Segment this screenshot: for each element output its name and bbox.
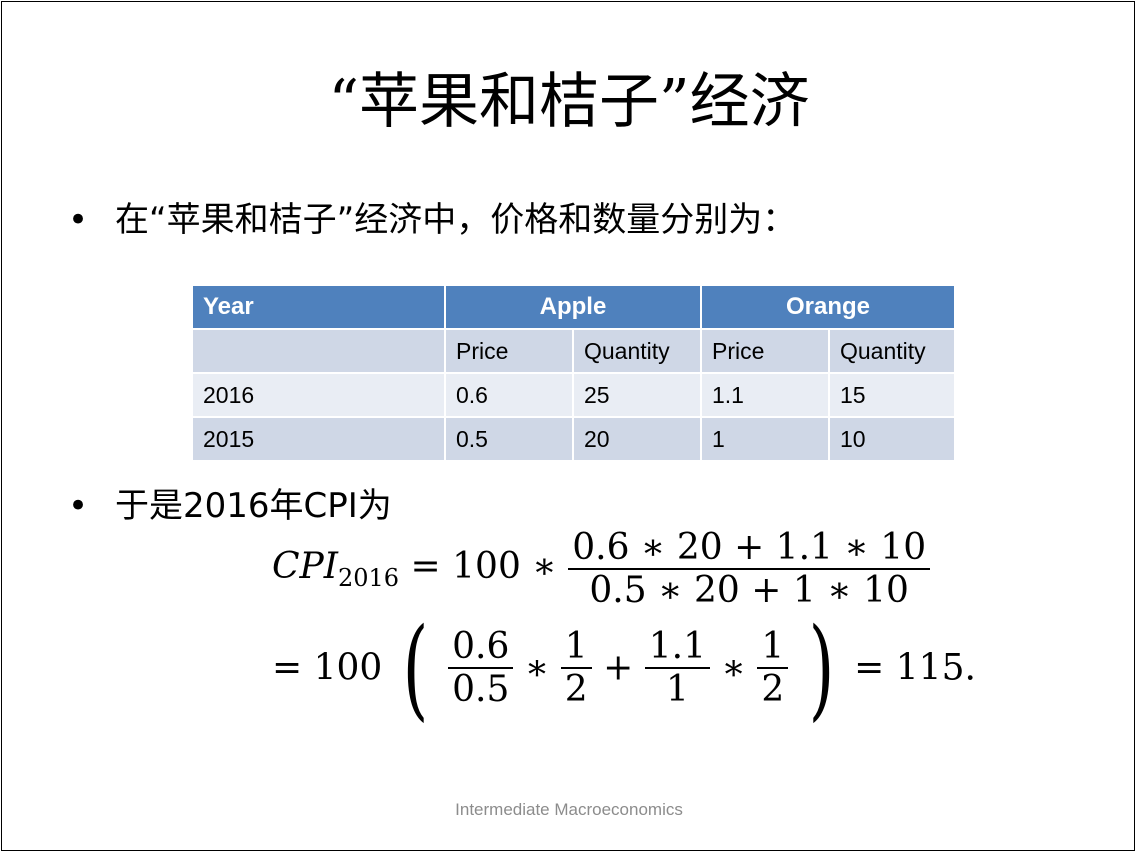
table-cell: Price	[444, 328, 574, 374]
bullet-marker: •	[68, 486, 89, 526]
table-cell: 20	[572, 416, 702, 462]
price-quantity-table: Year Apple Orange Price Quantity Price Q…	[191, 284, 956, 462]
fraction-denominator: 2	[761, 669, 785, 710]
formula-line-1: CPI2016 = 100 ∗ 0.6 ∗ 20 + 1.1 ∗ 10 0.5 …	[272, 527, 931, 611]
table-cell: 2015	[191, 416, 446, 462]
formula-right-paren: )	[808, 604, 835, 732]
table-cell: Quantity	[572, 328, 702, 374]
table-cell: 2016	[191, 372, 446, 418]
table-cell: 0.6	[444, 372, 574, 418]
formula-denominator: 0.5 ∗ 20 + 1 ∗ 10	[589, 570, 909, 611]
bullet-text-1: 在“苹果和桔子”经济中，价格和数量分别为：	[115, 200, 797, 240]
formula-fraction-3: 1.1 1	[644, 626, 711, 710]
formula-fraction-1: 0.6 0.5	[448, 626, 514, 710]
slide-title: “苹果和桔子”经济	[328, 67, 810, 137]
formula-fraction-main: 0.6 ∗ 20 + 1.1 ∗ 10 0.5 ∗ 20 + 1 ∗ 10	[568, 527, 931, 611]
formula-result: = 115.	[854, 647, 976, 689]
fraction-numerator: 1	[560, 626, 592, 669]
fraction-denominator: 0.5	[452, 669, 510, 710]
formula-star: ∗	[721, 647, 746, 689]
fraction-numerator: 0.6	[448, 626, 514, 669]
table-cell: 15	[828, 372, 956, 418]
fraction-numerator: 1	[757, 626, 789, 669]
table-cell: 1.1	[700, 372, 830, 418]
formula-lhs: CPI	[272, 545, 338, 587]
formula-eq2: = 100	[272, 647, 383, 689]
fraction-denominator: 1	[665, 669, 689, 710]
table-subheader-row: Price Quantity Price Quantity	[191, 328, 956, 374]
table-cell: 0.5	[444, 416, 574, 462]
fraction-denominator: 2	[564, 669, 588, 710]
formula-line-2: = 100 ( 0.6 0.5 ∗ 1 2 + 1.1 1 ∗ 1 2 ) = …	[272, 604, 976, 732]
fraction-numerator: 1.1	[644, 626, 711, 669]
table-header-row: Year Apple Orange	[191, 284, 956, 330]
table-cell	[191, 328, 446, 374]
bullet-text-2: 于是2016年CPI为	[115, 486, 392, 526]
header-apple: Apple	[444, 284, 702, 330]
formula-lhs-subscript: 2016	[338, 564, 400, 593]
table-cell: 1	[700, 416, 830, 462]
table-row: 2015 0.5 20 1 10	[191, 416, 956, 462]
header-orange: Orange	[700, 284, 956, 330]
formula-eq1: = 100 ∗	[410, 545, 557, 587]
formula-left-paren: (	[402, 604, 429, 732]
table-cell: 10	[828, 416, 956, 462]
table-cell: 25	[572, 372, 702, 418]
table-cell: Quantity	[828, 328, 956, 374]
table-cell: Price	[700, 328, 830, 374]
formula-fraction-2: 1 2	[560, 626, 592, 710]
formula-numerator: 0.6 ∗ 20 + 1.1 ∗ 10	[568, 527, 931, 570]
table-row: 2016 0.6 25 1.1 15	[191, 372, 956, 418]
slide-footer: Intermediate Macroeconomics	[455, 800, 683, 819]
header-year: Year	[191, 284, 446, 330]
formula-fraction-4: 1 2	[757, 626, 789, 710]
formula-plus: +	[603, 647, 634, 689]
formula-star: ∗	[524, 647, 550, 689]
bullet-marker: •	[68, 200, 89, 240]
